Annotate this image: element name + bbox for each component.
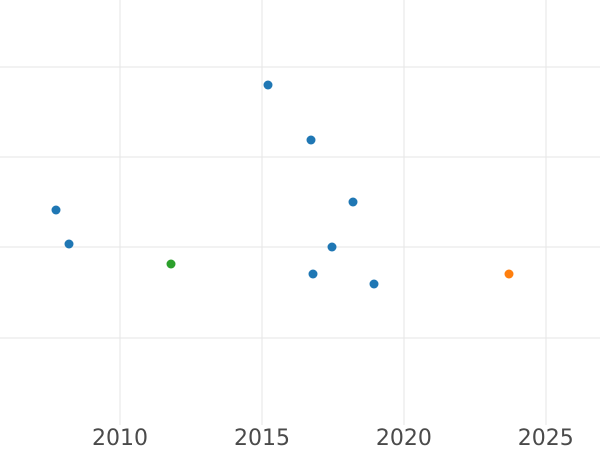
x-gridline bbox=[403, 0, 405, 425]
scatter-point-green-series bbox=[166, 259, 176, 269]
y-gridline bbox=[0, 66, 600, 68]
x-tick-label: 2025 bbox=[517, 426, 574, 450]
scatter-point-blue-series bbox=[51, 205, 61, 215]
y-gridline bbox=[0, 337, 600, 339]
x-tick-label: 2020 bbox=[375, 426, 432, 450]
y-gridline bbox=[0, 156, 600, 158]
scatter-point-blue-series bbox=[64, 239, 74, 249]
scatter-point-orange-series bbox=[504, 269, 514, 279]
scatter-point-blue-series bbox=[306, 135, 316, 145]
scatter-point-blue-series bbox=[327, 242, 337, 252]
x-tick-label: 2015 bbox=[233, 426, 290, 450]
x-tick-label: 2010 bbox=[92, 426, 149, 450]
x-gridline bbox=[261, 0, 263, 425]
scatter-point-blue-series bbox=[263, 80, 273, 90]
x-gridline bbox=[545, 0, 547, 425]
scatter-point-blue-series bbox=[348, 197, 358, 207]
y-gridline bbox=[0, 246, 600, 248]
x-gridline bbox=[119, 0, 121, 425]
scatter-point-blue-series bbox=[308, 269, 318, 279]
scatter-point-blue-series bbox=[369, 279, 378, 289]
